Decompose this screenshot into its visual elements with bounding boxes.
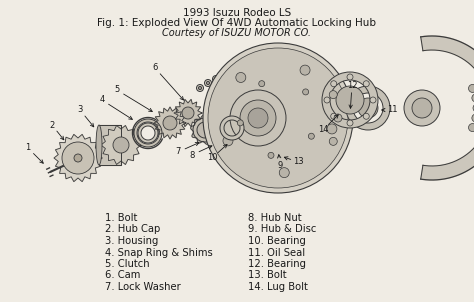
Text: 14: 14 — [318, 126, 328, 134]
Wedge shape — [138, 123, 158, 143]
Text: 6: 6 — [152, 63, 158, 72]
Circle shape — [237, 120, 243, 126]
Circle shape — [208, 48, 348, 188]
Text: 13. Bolt: 13. Bolt — [248, 271, 287, 281]
Circle shape — [62, 142, 94, 174]
Circle shape — [327, 124, 337, 134]
Circle shape — [358, 98, 378, 118]
Circle shape — [223, 136, 233, 146]
Circle shape — [468, 124, 474, 132]
Circle shape — [197, 85, 203, 92]
Circle shape — [363, 81, 369, 87]
Text: 5: 5 — [114, 85, 119, 95]
Text: 3. Housing: 3. Housing — [105, 236, 158, 246]
Wedge shape — [220, 116, 244, 140]
Text: 11. Oil Seal: 11. Oil Seal — [248, 248, 305, 258]
Text: Fig. 1: Exploded View Of 4WD Automatic Locking Hub: Fig. 1: Exploded View Of 4WD Automatic L… — [98, 18, 376, 28]
Circle shape — [473, 104, 474, 112]
Polygon shape — [174, 99, 202, 127]
Text: 11: 11 — [387, 105, 397, 114]
Polygon shape — [191, 116, 219, 144]
Circle shape — [468, 85, 474, 92]
Circle shape — [336, 86, 364, 114]
Circle shape — [212, 76, 219, 82]
Wedge shape — [134, 119, 162, 147]
Polygon shape — [101, 126, 141, 165]
Circle shape — [74, 154, 82, 162]
Circle shape — [211, 123, 225, 137]
Text: 4: 4 — [100, 95, 105, 104]
Circle shape — [163, 116, 177, 130]
Text: 2: 2 — [49, 120, 55, 130]
Circle shape — [302, 89, 309, 95]
Circle shape — [331, 113, 337, 119]
Text: 1993 Isuzu Rodeo LS: 1993 Isuzu Rodeo LS — [183, 8, 291, 18]
Circle shape — [182, 107, 194, 119]
Wedge shape — [322, 72, 378, 128]
Polygon shape — [421, 36, 474, 180]
Circle shape — [203, 43, 353, 193]
Circle shape — [331, 81, 337, 87]
Text: 1: 1 — [26, 143, 31, 153]
Polygon shape — [99, 125, 121, 165]
Polygon shape — [209, 119, 228, 141]
Text: 12. Bearing: 12. Bearing — [248, 259, 306, 269]
Text: 7. Lock Washer: 7. Lock Washer — [105, 282, 181, 292]
Circle shape — [329, 137, 337, 145]
Circle shape — [363, 113, 369, 119]
Text: 14. Lug Bolt: 14. Lug Bolt — [248, 282, 308, 292]
Ellipse shape — [96, 125, 102, 165]
Circle shape — [347, 74, 353, 80]
Circle shape — [324, 97, 330, 103]
Circle shape — [472, 94, 474, 102]
Text: 10. Bearing: 10. Bearing — [248, 236, 306, 246]
Circle shape — [370, 97, 376, 103]
Text: 1. Bolt: 1. Bolt — [105, 213, 137, 223]
Circle shape — [259, 81, 265, 87]
Circle shape — [412, 98, 432, 118]
Text: 4. Snap Ring & Shims: 4. Snap Ring & Shims — [105, 248, 213, 258]
Circle shape — [207, 82, 210, 85]
Circle shape — [236, 72, 246, 82]
Circle shape — [204, 79, 211, 86]
Text: 2. Hub Cap: 2. Hub Cap — [105, 224, 160, 234]
Polygon shape — [154, 107, 186, 139]
Circle shape — [347, 120, 353, 126]
Wedge shape — [193, 118, 217, 142]
Circle shape — [279, 168, 289, 178]
Circle shape — [404, 90, 440, 126]
Text: Courtesy of ISUZU MOTOR CO.: Courtesy of ISUZU MOTOR CO. — [163, 28, 311, 38]
Circle shape — [113, 137, 129, 153]
Circle shape — [334, 114, 342, 122]
Circle shape — [240, 100, 276, 136]
Circle shape — [309, 133, 314, 139]
Text: 13: 13 — [292, 158, 303, 166]
Circle shape — [472, 114, 474, 122]
Polygon shape — [54, 134, 102, 182]
Circle shape — [268, 152, 274, 158]
Text: 9. Hub & Disc: 9. Hub & Disc — [248, 224, 316, 234]
Text: 12: 12 — [347, 81, 357, 89]
Circle shape — [248, 108, 268, 128]
Circle shape — [199, 86, 201, 89]
Text: 6. Cam: 6. Cam — [105, 271, 140, 281]
Text: 7: 7 — [175, 147, 181, 156]
Circle shape — [329, 91, 337, 99]
Circle shape — [300, 65, 310, 75]
Text: 10: 10 — [207, 153, 217, 162]
Circle shape — [215, 78, 218, 81]
Circle shape — [230, 90, 286, 146]
Text: 3: 3 — [77, 105, 82, 114]
Text: 5. Clutch: 5. Clutch — [105, 259, 150, 269]
Wedge shape — [346, 86, 390, 130]
Text: 9: 9 — [277, 160, 283, 169]
Text: 8. Hub Nut: 8. Hub Nut — [248, 213, 301, 223]
Text: 8: 8 — [189, 150, 195, 159]
